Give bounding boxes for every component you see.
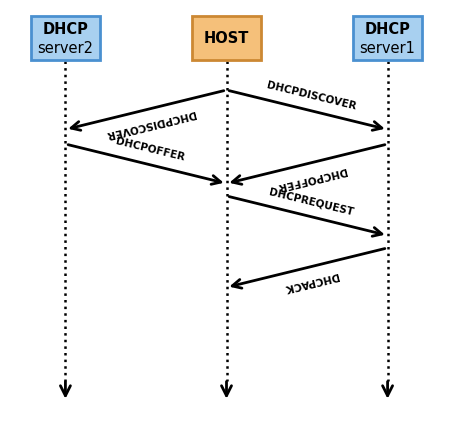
FancyBboxPatch shape bbox=[353, 16, 422, 60]
Text: DHCP: DHCP bbox=[43, 22, 88, 37]
Text: DHCP: DHCP bbox=[365, 22, 410, 37]
Text: DHCPOFFER: DHCPOFFER bbox=[275, 165, 347, 191]
Text: DHCPDISCOVER: DHCPDISCOVER bbox=[104, 108, 196, 139]
Text: server1: server1 bbox=[360, 41, 415, 56]
Text: DHCPOFFER: DHCPOFFER bbox=[115, 136, 186, 163]
FancyBboxPatch shape bbox=[192, 16, 261, 60]
Text: server2: server2 bbox=[38, 41, 93, 56]
Text: HOST: HOST bbox=[204, 31, 249, 45]
FancyBboxPatch shape bbox=[31, 16, 100, 60]
Text: DHCPREQUEST: DHCPREQUEST bbox=[268, 187, 354, 217]
Text: DHCPDISCOVER: DHCPDISCOVER bbox=[265, 80, 357, 112]
Text: DHCPACK: DHCPACK bbox=[283, 270, 339, 293]
